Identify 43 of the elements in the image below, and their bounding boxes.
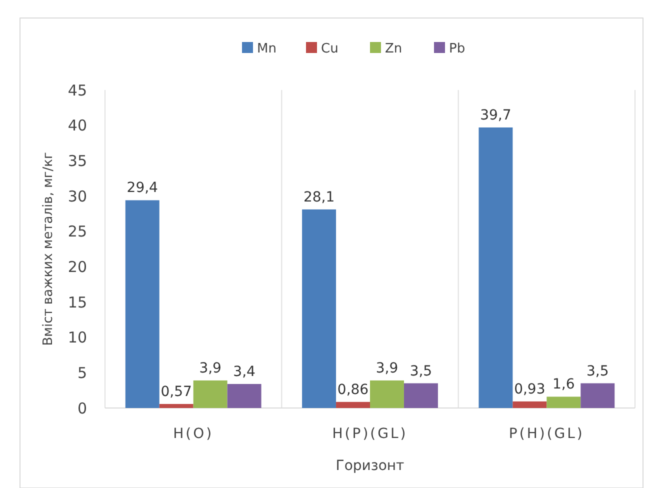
data-label: 3,4 bbox=[233, 364, 256, 380]
bar bbox=[580, 383, 615, 408]
data-label: 3,9 bbox=[376, 360, 398, 376]
bar bbox=[159, 404, 194, 408]
y-tick-label: 20 bbox=[68, 258, 87, 276]
legend-label: Mn bbox=[257, 42, 276, 57]
bar bbox=[546, 396, 581, 408]
bar bbox=[193, 380, 228, 408]
y-tick-label: 0 bbox=[77, 399, 87, 418]
x-tick-label: H(O) bbox=[173, 426, 214, 442]
data-label: 3,5 bbox=[410, 363, 432, 380]
y-tick-label: 45 bbox=[68, 81, 87, 100]
bar bbox=[336, 402, 370, 408]
data-label: 39,7 bbox=[480, 107, 512, 124]
y-tick-label: 40 bbox=[68, 116, 87, 135]
y-tick-label: 10 bbox=[68, 328, 87, 347]
legend-label: Pb bbox=[449, 42, 466, 57]
data-label: 3,5 bbox=[586, 363, 609, 380]
bar bbox=[370, 380, 404, 408]
y-tick-label: 15 bbox=[68, 293, 87, 312]
y-axis-title: Вміст важких металів, мг/кг bbox=[41, 152, 56, 346]
data-label: 0,57 bbox=[160, 384, 192, 400]
legend-label: Cu bbox=[321, 42, 338, 57]
bar bbox=[478, 127, 513, 408]
y-tick-label: 5 bbox=[77, 364, 87, 382]
y-tick-label: 35 bbox=[68, 152, 87, 170]
data-label: 28,1 bbox=[303, 189, 335, 206]
bar bbox=[404, 383, 438, 408]
y-tick-label: 30 bbox=[68, 187, 87, 206]
bar bbox=[227, 384, 262, 408]
x-tick-label: H(P)(GL) bbox=[332, 426, 408, 442]
legend-label: Zn bbox=[385, 42, 402, 57]
data-label: 3,9 bbox=[199, 360, 222, 376]
bar bbox=[302, 209, 336, 408]
data-label: 29,4 bbox=[126, 180, 158, 196]
x-tick-label: P(H)(GL) bbox=[508, 426, 584, 442]
data-label: 1,6 bbox=[552, 376, 575, 393]
data-label: 0,93 bbox=[514, 381, 546, 398]
bar bbox=[512, 401, 547, 408]
data-label: 0,86 bbox=[337, 382, 369, 398]
bar bbox=[125, 200, 160, 408]
x-axis-title: Горизонт bbox=[336, 458, 404, 474]
y-tick-label: 25 bbox=[68, 222, 87, 241]
